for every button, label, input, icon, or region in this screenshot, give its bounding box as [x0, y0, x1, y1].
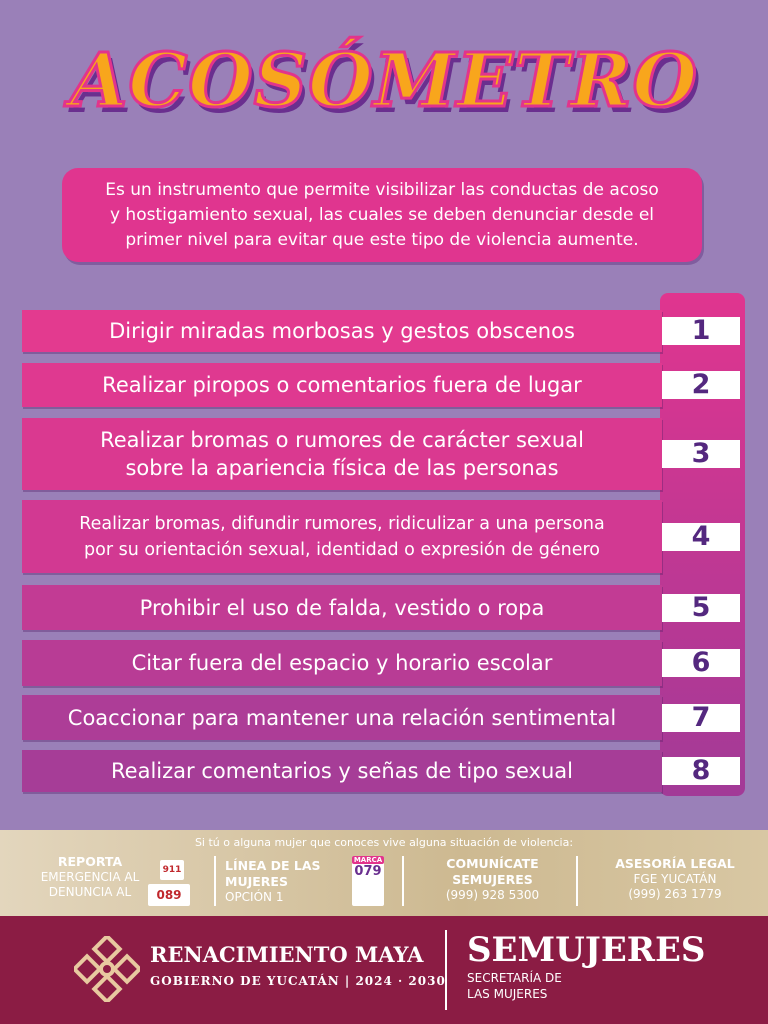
item-bar: Realizar bromas o rumores de carácter se…: [22, 418, 662, 490]
separator: [214, 856, 216, 906]
government: GOBIERNO DE YUCATÁN | 2024 · 2030: [150, 974, 446, 988]
semujeres-title: SEMUJERES: [452, 872, 533, 887]
badge-089: 089: [148, 884, 190, 906]
item-text: sobre la apariencia física de las person…: [125, 456, 559, 480]
hotline-badge: MARCA 079: [352, 856, 384, 906]
intro-line: primer nivel para evitar que este tipo d…: [125, 230, 639, 250]
report-line: DENUNCIA AL: [48, 885, 132, 899]
hotline-option: OPCIÓN 1: [225, 890, 284, 904]
item-number: 1: [662, 317, 740, 345]
agency-name: SECRETARÍA DE LAS MUJERES: [467, 970, 562, 1002]
report-line: EMERGENCIA AL: [40, 870, 140, 884]
separator: [576, 856, 578, 906]
contact-band: Si tú o alguna mujer que conoces vive al…: [0, 830, 768, 916]
item-text: por su orientación sexual, identidad o e…: [84, 539, 600, 560]
phone: (999) 263 1779: [628, 887, 722, 901]
badge-911: 911: [160, 860, 184, 880]
intro-box: Es un instrumento que permite visibiliza…: [62, 168, 702, 262]
item-text: Coaccionar para mantener una relación se…: [67, 705, 617, 730]
government-name: GOBIERNO DE YUCATÁN: [150, 974, 340, 988]
legal-org: FGE YUCATÁN: [633, 872, 717, 886]
semujeres-block: COMUNÍCATE SEMUJERES (999) 928 5300: [410, 856, 575, 903]
intro-line: y hostigamiento sexual, las cuales se de…: [109, 205, 655, 225]
item-bar: Coaccionar para mantener una relación se…: [22, 695, 662, 740]
hotline-title: LÍNEA DE LAS: [225, 858, 321, 873]
item-text: Realizar bromas o rumores de carácter se…: [100, 428, 584, 452]
item-bar: Realizar piropos o comentarios fuera de …: [22, 363, 662, 407]
item-text: Dirigir miradas morbosas y gestos obscen…: [109, 319, 575, 343]
brand: RENACIMIENTO MAYA: [150, 942, 424, 967]
phone: (999) 928 5300: [445, 888, 540, 902]
item-text: Prohibir el uso de falda, vestido o ropa: [139, 595, 545, 620]
footer: RENACIMIENTO MAYA GOBIERNO DE YUCATÁN | …: [0, 916, 768, 1024]
legal-block: ASESORÍA LEGAL FGE YUCATÁN (999) 263 177…: [590, 856, 760, 902]
item-bar: Realizar comentarios y señas de tipo sex…: [22, 750, 662, 792]
item-bar: Citar fuera del espacio y horario escola…: [22, 640, 662, 686]
title: ACOSÓMETRO: [68, 37, 698, 126]
intro-line: Es un instrumento que permite visibiliza…: [105, 180, 659, 200]
item-bar: Prohibir el uso de falda, vestido o ropa: [22, 585, 662, 630]
item-text: Realizar comentarios y señas de tipo sex…: [111, 759, 573, 783]
agency-line: LAS MUJERES: [467, 987, 548, 1001]
item-bar: Realizar bromas, difundir rumores, ridic…: [22, 500, 662, 573]
item-number: 6: [662, 649, 740, 677]
item-number: 7: [662, 703, 740, 732]
year: 2024: [355, 974, 393, 988]
contact-intro: Si tú o alguna mujer que conoces vive al…: [194, 836, 574, 849]
hotline-title: MUJERES: [225, 874, 288, 889]
agency-line: SECRETARÍA DE: [467, 971, 562, 985]
item-number: 2: [662, 371, 740, 399]
separator: [445, 930, 447, 1010]
semujeres-title: COMUNÍCATE: [446, 856, 539, 871]
legal-title: ASESORÍA LEGAL: [615, 856, 735, 871]
item-text: Realizar bromas, difundir rumores, ridic…: [79, 513, 605, 534]
report-block: REPORTA EMERGENCIA AL DENUNCIA AL: [20, 854, 160, 900]
item-bar: Dirigir miradas morbosas y gestos obscen…: [22, 310, 662, 352]
badge-number: 079: [354, 864, 382, 879]
item-number: 3: [662, 440, 740, 468]
report-title: REPORTA: [57, 854, 123, 869]
item-number: 5: [662, 593, 740, 622]
hotline-block: LÍNEA DE LAS MUJERES OPCIÓN 1: [225, 858, 345, 905]
item-number: 4: [662, 522, 740, 551]
logo-icon: [74, 936, 140, 1002]
item-number: 8: [662, 757, 740, 785]
item-text: Realizar piropos o comentarios fuera de …: [102, 373, 582, 397]
agency: SEMUJERES: [467, 930, 706, 970]
badge-top: MARCA: [352, 856, 384, 864]
separator: [402, 856, 404, 906]
year: 2030: [408, 974, 446, 988]
item-text: Citar fuera del espacio y horario escola…: [131, 651, 553, 675]
